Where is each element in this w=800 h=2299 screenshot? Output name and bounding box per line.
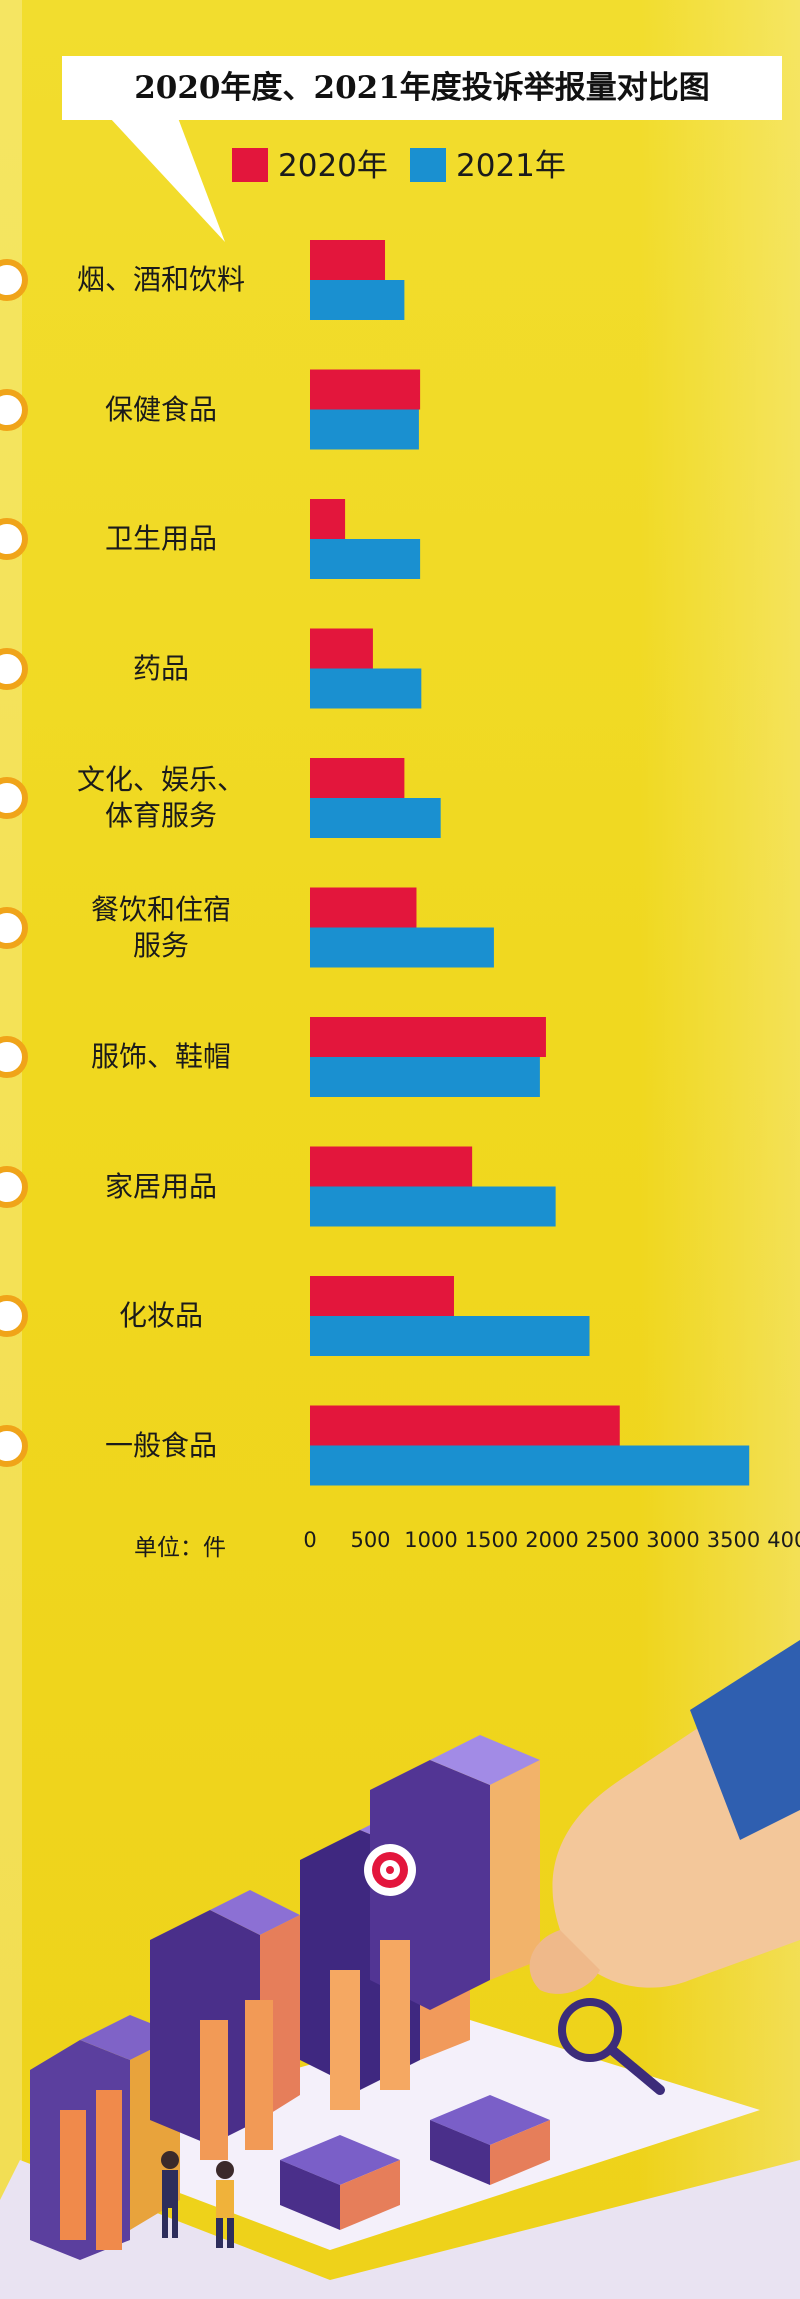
category-label-line: 烟、酒和饮料 xyxy=(76,263,245,296)
category-bullet xyxy=(0,1165,28,1208)
bar-2020-3 xyxy=(310,628,373,669)
category-label: 烟、酒和饮料 xyxy=(56,262,266,298)
category-label: 文化、娱乐、 体育服务 xyxy=(56,762,266,834)
bar-2021-5 xyxy=(310,927,494,968)
category-label-line: 药品 xyxy=(132,651,189,685)
light-band-left xyxy=(0,0,22,2299)
category-label: 保健食品 xyxy=(56,392,266,428)
bar-2021-0 xyxy=(310,280,405,320)
category-label-line: 保健食品 xyxy=(104,392,217,426)
bar-2020-9 xyxy=(310,1405,620,1446)
bar-2020-8 xyxy=(310,1276,454,1316)
x-tick-label: 1500 xyxy=(464,1528,519,1552)
legend-label-2021: 2021年 xyxy=(456,148,566,184)
x-tick-label: 2000 xyxy=(525,1528,579,1552)
bar-2021-8 xyxy=(310,1316,590,1356)
x-tick-label: 1000 xyxy=(404,1528,458,1552)
x-tick-label: 2500 xyxy=(585,1528,640,1552)
bar-2021-7 xyxy=(310,1186,556,1227)
x-tick-label: 500 xyxy=(350,1528,391,1552)
legend-label-2020: 2020年 xyxy=(278,148,388,184)
category-label: 一般食品 xyxy=(56,1428,266,1464)
category-label: 药品 xyxy=(56,651,266,687)
category-label-line: 服饰、鞋帽 xyxy=(90,1040,231,1073)
bar-2021-3 xyxy=(310,668,422,709)
category-label-line: 服务 xyxy=(132,928,189,962)
chart-title: 2020年度、2021年度投诉举报量对比图 xyxy=(134,70,710,106)
bar-2021-9 xyxy=(310,1445,750,1486)
bar-chart xyxy=(310,240,750,1486)
category-label: 餐饮和住宿 服务 xyxy=(56,892,266,964)
bar-2020-6 xyxy=(310,1017,546,1057)
category-label: 服饰、鞋帽 xyxy=(56,1039,266,1075)
category-label: 卫生用品 xyxy=(56,521,266,557)
integrity-city-illustration xyxy=(0,1640,800,2299)
category-label-line: 文化、娱乐、 xyxy=(76,763,245,796)
category-label-line: 一般食品 xyxy=(104,1428,217,1462)
bar-2020-4 xyxy=(310,758,405,798)
bar-2021-2 xyxy=(310,539,421,579)
bar-2021-6 xyxy=(310,1057,540,1097)
category-label-line: 化妆品 xyxy=(118,1299,203,1332)
legend-swatch-2020 xyxy=(232,148,268,182)
bar-2020-1 xyxy=(310,369,421,410)
bar-2020-7 xyxy=(310,1146,473,1187)
category-label-line: 家居用品 xyxy=(104,1169,217,1203)
bar-2021-1 xyxy=(310,409,419,450)
unit-label: 单位：件 xyxy=(134,1535,226,1561)
category-label-line: 卫生用品 xyxy=(104,522,217,555)
title-bubble xyxy=(62,56,782,120)
category-bullet xyxy=(0,259,28,301)
category-label: 家居用品 xyxy=(56,1169,266,1205)
x-tick-label: 3500 xyxy=(706,1528,761,1552)
legend-swatch-2021 xyxy=(410,148,446,182)
bar-2021-4 xyxy=(310,798,441,838)
category-label: 化妆品 xyxy=(56,1298,266,1334)
x-tick-label: 0 xyxy=(303,1528,317,1552)
bar-2020-5 xyxy=(310,887,417,928)
x-tick-label: 4000 xyxy=(767,1528,800,1552)
speech-bubble-tail xyxy=(110,118,225,242)
x-tick-label: 3000 xyxy=(646,1528,700,1552)
category-bullet xyxy=(0,777,28,819)
bar-2020-2 xyxy=(310,499,346,539)
bar-2020-0 xyxy=(310,240,386,280)
category-label-line: 体育服务 xyxy=(104,799,217,832)
category-label-line: 餐饮和住宿 xyxy=(90,892,231,926)
